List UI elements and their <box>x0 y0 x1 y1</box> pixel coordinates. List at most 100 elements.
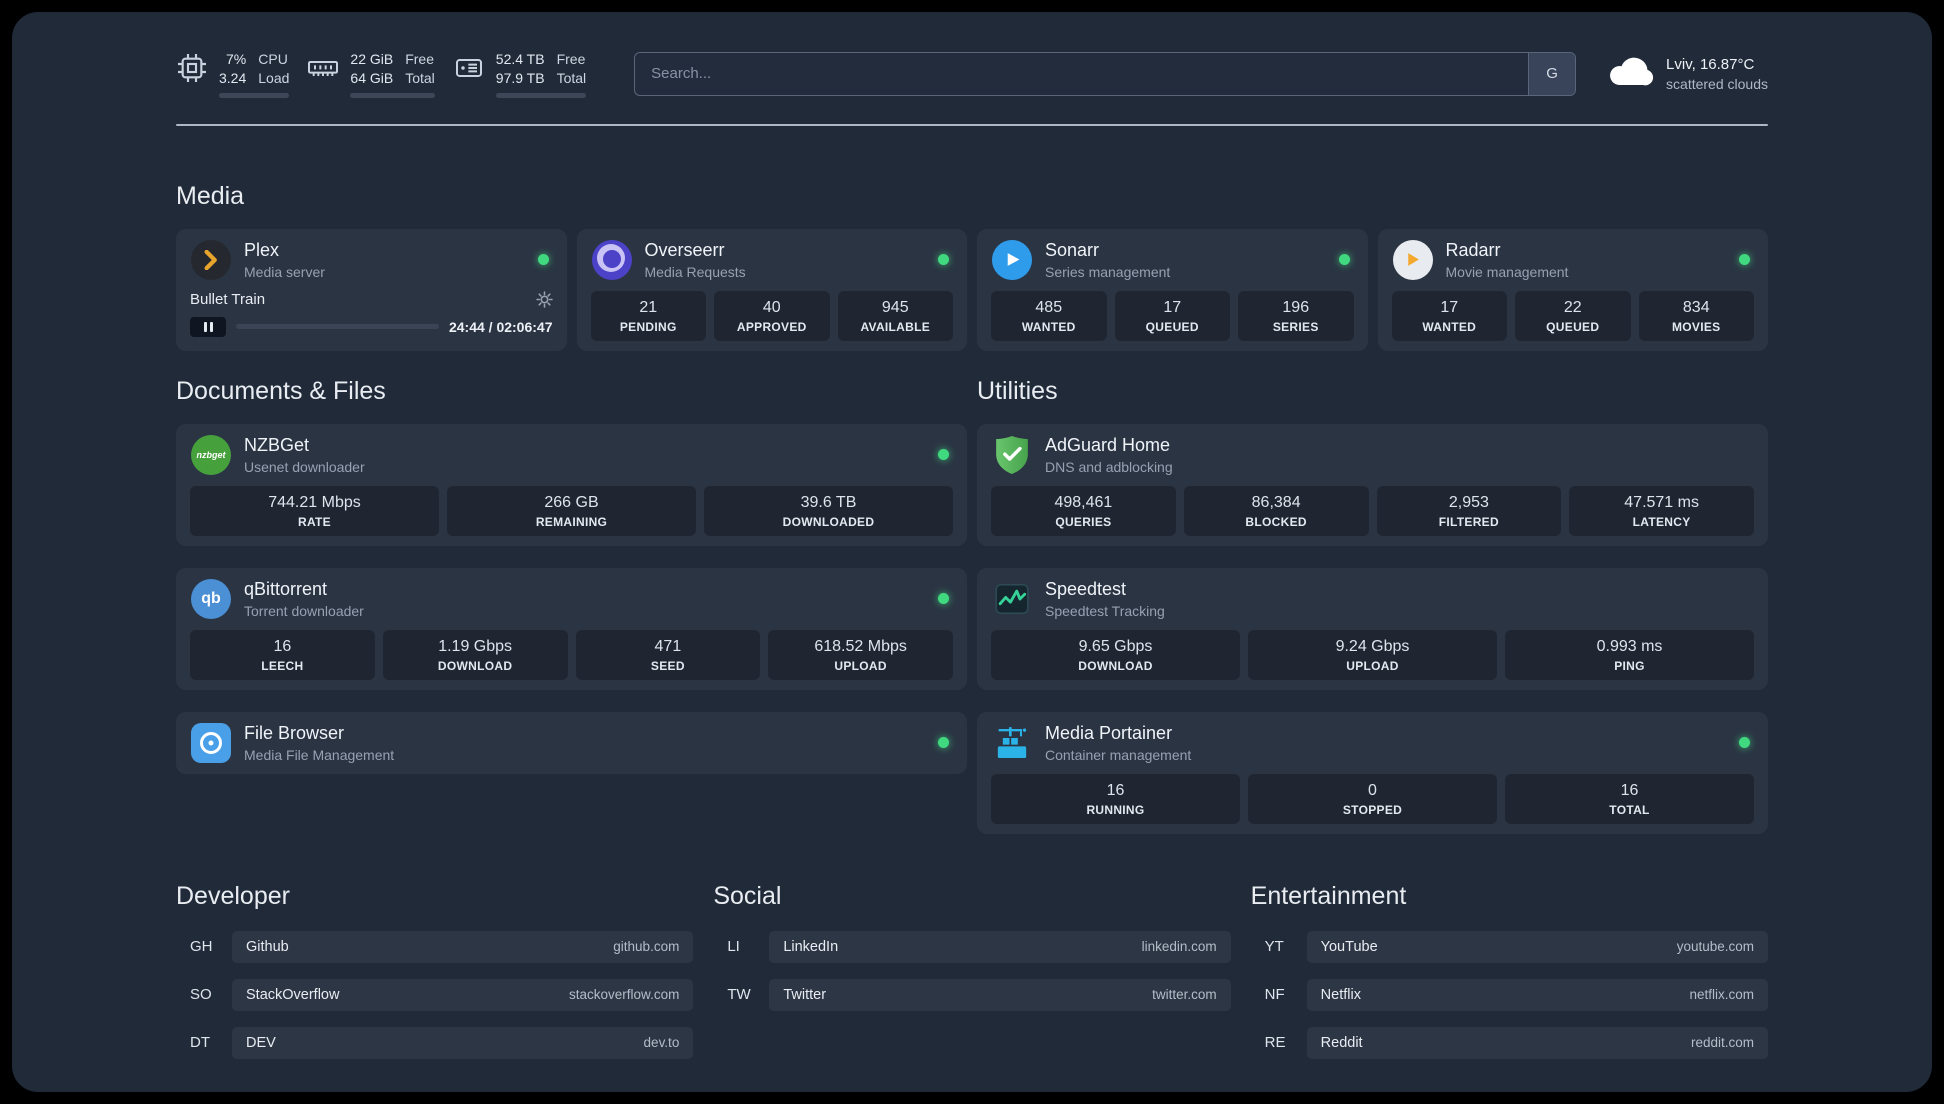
service-subtitle: Container management <box>1045 746 1192 763</box>
card-header: nzbget NZBGet Usenet downloader <box>190 434 953 476</box>
bookmark-abbr: YT <box>1264 938 1284 956</box>
stat-value: 266 GB <box>544 493 599 511</box>
service-subtitle: DNS and adblocking <box>1045 458 1173 475</box>
bookmark-abbr: RE <box>1264 1034 1286 1052</box>
stat-label: UPLOAD <box>834 658 887 673</box>
stats-row: 9.65 Gbps DOWNLOAD 9.24 Gbps UPLOAD 0.993 … <box>991 629 1754 680</box>
stat-label: SEED <box>650 658 685 673</box>
service-subtitle: Usenet downloader <box>244 458 365 475</box>
dashboard-panel: 7% 3.24 CPU Load 22 GiB <box>12 12 1932 1092</box>
cpu-load-value: 3.24 <box>219 69 247 86</box>
stat-value: 498,461 <box>1054 493 1113 511</box>
qbittorrent-icon: qb <box>190 578 232 620</box>
weather-cloud-icon <box>1606 54 1654 93</box>
service-name: Sonarr <box>1045 239 1100 260</box>
bookmark-dev[interactable]: DT DEV dev.to <box>176 1026 694 1059</box>
service-subtitle: Movie management <box>1445 263 1569 280</box>
stat-box: 471 SEED <box>575 629 761 680</box>
stat-box: 1.19 Gbps DOWNLOAD <box>382 629 568 680</box>
card-header: Sonarr Series management <box>991 239 1354 281</box>
pause-button[interactable] <box>190 316 226 337</box>
bookmark-linkedin[interactable]: LI LinkedIn linkedin.com <box>713 930 1231 963</box>
stat-value: 17 <box>1163 298 1182 316</box>
bookmark-domain: twitter.com <box>1152 987 1217 1003</box>
radarr-card[interactable]: Radarr Movie management 17 WANTED 22 QUEUE… <box>1377 228 1768 351</box>
bookmark-group-title: Social <box>713 881 782 910</box>
settings-gear-icon[interactable] <box>535 291 553 308</box>
disk-total-value: 97.9 TB <box>495 69 545 86</box>
playback-row: 24:44 / 02:06:47 <box>190 316 553 337</box>
stat-value: 17 <box>1440 298 1459 316</box>
stat-value: 196 <box>1282 298 1310 316</box>
top-bar: 7% 3.24 CPU Load 22 GiB <box>176 12 1768 98</box>
memory-free-value: 22 GiB <box>350 51 394 67</box>
service-subtitle: Series management <box>1045 263 1171 280</box>
search-provider-button[interactable]: G <box>1528 52 1576 95</box>
stat-value: 618.52 Mbps <box>814 637 907 655</box>
documents-column: Documents & Files nzbget NZBGet Usenet d… <box>176 377 967 834</box>
sonarr-card[interactable]: Sonarr Series management 485 WANTED 17 QUE… <box>977 228 1368 351</box>
bookmark-stackoverflow[interactable]: SO StackOverflow stackoverflow.com <box>176 978 694 1011</box>
radarr-icon <box>1392 239 1434 281</box>
stats-row: 21 PENDING 40 APPROVED 945 AVAILABLE <box>590 290 953 341</box>
portainer-card[interactable]: Media Portainer Container management 16 R… <box>977 711 1768 834</box>
stat-value: 471 <box>654 637 682 655</box>
bookmark-youtube[interactable]: YT YouTube youtube.com <box>1251 930 1768 963</box>
stat-value: 485 <box>1035 298 1063 316</box>
pause-icon <box>203 321 207 332</box>
qbittorrent-card[interactable]: qb qBittorrent Torrent downloader 16 LEEC… <box>176 567 967 690</box>
stat-label: PENDING <box>619 319 677 334</box>
stat-label: PING <box>1614 658 1645 673</box>
bookmark-group-title: Developer <box>176 881 290 910</box>
bookmark-abbr: GH <box>190 938 213 956</box>
bookmark-name: Netflix <box>1320 986 1361 1003</box>
overseerr-card[interactable]: Overseerr Media Requests 21 PENDING 40 APP… <box>576 228 967 351</box>
filebrowser-card[interactable]: File Browser Media File Management <box>176 711 967 774</box>
bookmark-abbr: NF <box>1264 986 1285 1004</box>
documents-cards: nzbget NZBGet Usenet downloader 744.21 M… <box>176 423 967 774</box>
service-name: Plex <box>244 239 280 260</box>
stat-value: 945 <box>881 298 909 316</box>
service-subtitle: Media File Management <box>244 746 395 763</box>
status-online-dot <box>938 449 949 461</box>
stat-label: FILTERED <box>1438 514 1499 529</box>
bookmark-domain: netflix.com <box>1689 987 1754 1003</box>
stat-value: 47.571 ms <box>1624 493 1699 511</box>
bookmark-netflix[interactable]: NF Netflix netflix.com <box>1251 978 1768 1011</box>
status-online-dot <box>1739 254 1750 266</box>
free-label: Free <box>405 51 435 67</box>
nzbget-card[interactable]: nzbget NZBGet Usenet downloader 744.21 M… <box>176 423 967 546</box>
stat-label: WANTED <box>1021 319 1076 334</box>
stat-box: 16 TOTAL <box>1505 773 1754 824</box>
plex-card[interactable]: Plex Media server Bullet Train 24:44 / 0… <box>176 228 567 351</box>
stat-value: 21 <box>639 298 658 316</box>
load-label: Load <box>258 69 290 86</box>
media-cards-row: Plex Media server Bullet Train 24:44 / 0… <box>176 228 1768 351</box>
service-name: NZBGet <box>244 434 310 455</box>
service-subtitle: Media server <box>244 263 325 280</box>
stat-value: 16 <box>273 637 292 655</box>
bookmark-name: Github <box>246 938 289 955</box>
stat-value: 9.24 Gbps <box>1335 637 1410 655</box>
stat-box: 485 WANTED <box>991 290 1107 341</box>
status-online-dot <box>938 737 949 749</box>
bookmark-github[interactable]: GH Github github.com <box>176 930 694 963</box>
stat-value: 16 <box>1106 781 1125 799</box>
memory-usage-bar <box>350 92 435 98</box>
stat-box: 945 AVAILABLE <box>837 290 953 341</box>
bookmark-twitter[interactable]: TW Twitter twitter.com <box>713 978 1231 1011</box>
bookmark-name: StackOverflow <box>246 986 340 1003</box>
search-input[interactable] <box>635 52 1529 95</box>
stat-box: 17 WANTED <box>1391 290 1507 341</box>
service-name: Radarr <box>1445 239 1501 260</box>
stat-value: 9.65 Gbps <box>1078 637 1153 655</box>
filebrowser-icon <box>190 722 232 764</box>
weather-location: Lviv, 16.87°C <box>1666 55 1755 73</box>
cpu-chip-icon <box>176 52 210 98</box>
section-title-documents: Documents & Files <box>176 376 386 405</box>
adguard-icon <box>991 434 1033 476</box>
bookmark-reddit[interactable]: RE Reddit reddit.com <box>1251 1026 1768 1059</box>
adguard-card[interactable]: AdGuard Home DNS and adblocking 498,461 Q… <box>977 423 1768 546</box>
speedtest-card[interactable]: Speedtest Speedtest Tracking 9.65 Gbps DO… <box>977 567 1768 690</box>
nzbget-icon: nzbget <box>190 434 232 476</box>
